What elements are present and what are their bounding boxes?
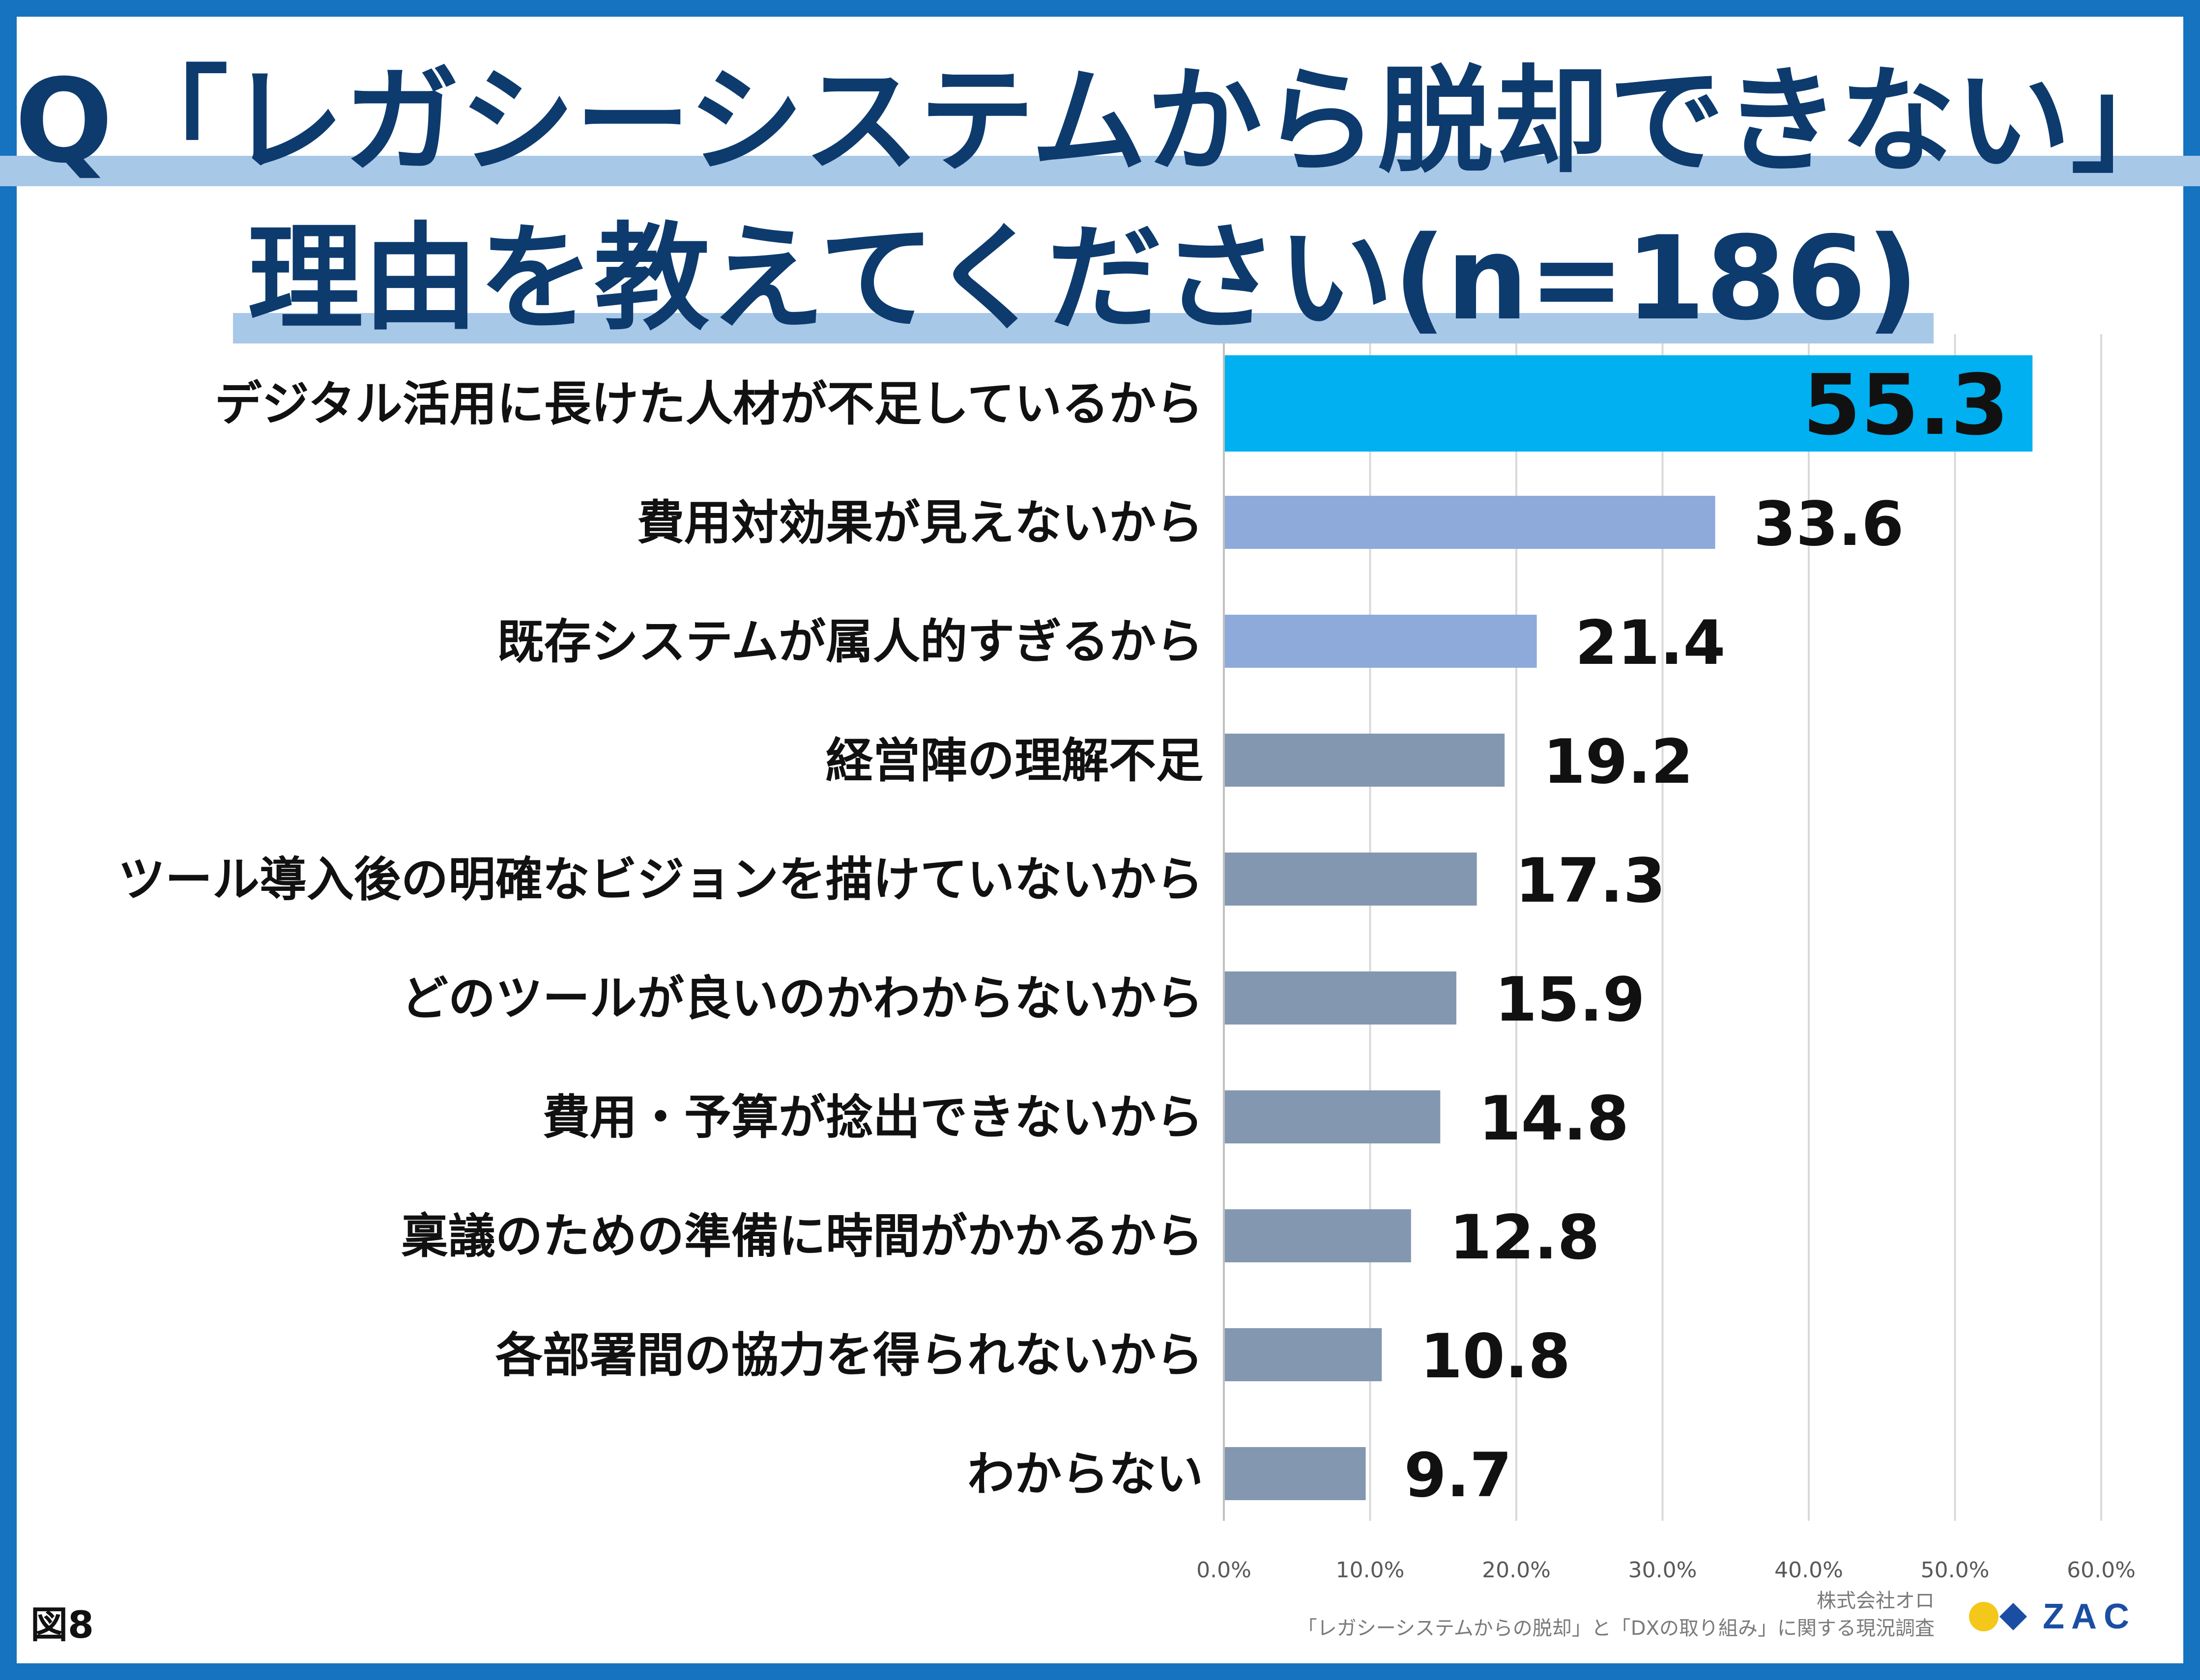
data-label: 21.4	[1575, 608, 1726, 679]
data-label: 10.8	[1420, 1321, 1570, 1392]
title-line-2-text: 理由を教えてください(n=186)	[232, 221, 1934, 343]
logo-blue-diamond	[1999, 1603, 2027, 1630]
category-label: 経営陣の理解不足	[826, 733, 1203, 788]
x-tick-label: 30.0%	[1628, 1558, 1697, 1583]
category-label: デジタル活用に長けた人材が不足しているから	[215, 376, 1203, 431]
bar	[1224, 853, 1477, 906]
chart-panel	[17, 17, 2183, 1663]
data-label: 15.9	[1495, 965, 1645, 1035]
data-label: 12.8	[1449, 1202, 1600, 1273]
x-tick-label: 40.0%	[1774, 1558, 1843, 1583]
category-label: 既存システムが属人的すぎるから	[497, 614, 1203, 669]
bar	[1224, 1328, 1382, 1381]
chart-title-line-2: 理由を教えてください(n=186)	[0, 221, 2167, 343]
category-label: 費用・予算が捻出できないから	[543, 1090, 1203, 1145]
category-label: どのツールが良いのかわからないから	[401, 971, 1203, 1026]
title-line-1-text: Q「レガシーシステムから脱却できない」	[0, 64, 2200, 186]
data-label: 9.7	[1404, 1440, 1512, 1511]
data-label: 55.3	[1803, 357, 2009, 454]
bar	[1224, 496, 1715, 549]
x-tick-label: 50.0%	[1921, 1558, 1990, 1583]
category-label: 費用対効果が見えないから	[637, 495, 1203, 550]
bar	[1224, 615, 1537, 668]
data-label: 19.2	[1543, 727, 1693, 797]
bar	[1224, 734, 1505, 787]
logo-yellow-dot	[1969, 1602, 1998, 1631]
bar	[1224, 1447, 1366, 1500]
category-label: 各部署間の協力を得られないから	[495, 1328, 1203, 1383]
x-tick-label: 10.0%	[1336, 1558, 1405, 1583]
category-label: ツール導入後の明確なビジョンを描けていないから	[118, 852, 1203, 907]
bar	[1224, 355, 2033, 452]
bar	[1224, 1209, 1411, 1262]
data-label: 33.6	[1754, 489, 1904, 560]
bar	[1224, 1090, 1441, 1143]
x-tick-label: 20.0%	[1482, 1558, 1551, 1583]
bar	[1224, 971, 1457, 1025]
source-survey: 「レガシーシステムからの脱却」と「DXの取り組み」に関する現況調査	[1297, 1617, 1935, 1640]
data-label: 14.8	[1478, 1083, 1629, 1154]
source-company: 株式会社オロ	[1817, 1590, 1935, 1612]
x-tick-label: 0.0%	[1196, 1558, 1251, 1583]
category-label: 稟議のための準備に時間がかかるから	[401, 1209, 1203, 1264]
figure-label: 図8	[30, 1603, 94, 1647]
chart-title-line-1: Q「レガシーシステムから脱却できない」	[0, 64, 2200, 186]
zac-logo: ZAC	[1969, 1597, 2136, 1636]
category-label: わからない	[967, 1447, 1203, 1502]
data-label: 17.3	[1515, 846, 1666, 916]
source-note: 株式会社オロ 「レガシーシステムからの脱却」と「DXの取り組み」に関する現況調査	[1298, 1587, 1935, 1642]
logo-text: ZAC	[2043, 1597, 2136, 1636]
x-tick-label: 60.0%	[2067, 1558, 2136, 1583]
